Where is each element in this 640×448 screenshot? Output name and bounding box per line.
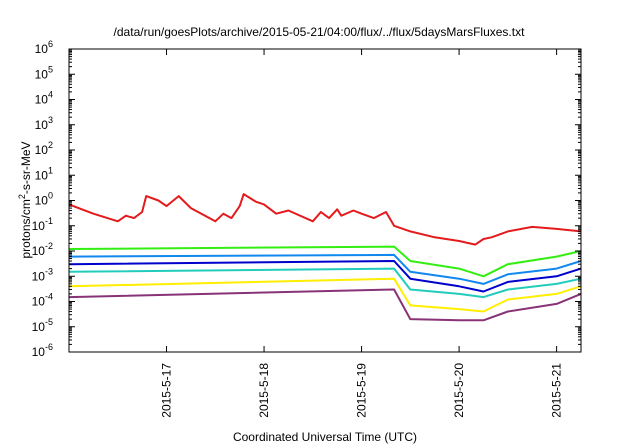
y-tick-base: 10 (32, 295, 46, 309)
y-tick-exp: -6 (45, 342, 53, 352)
y-tick-label: 10-1 (32, 216, 53, 233)
y-tick-base: 10 (35, 194, 49, 208)
series-layer (68, 193, 582, 322)
y-axis-label-sup: 2 (17, 194, 27, 199)
x-tick-label: 2015-5-19 (355, 363, 369, 418)
y-tick-exp: 4 (48, 90, 53, 100)
y-tick-label: 106 (35, 39, 53, 56)
y-tick-label: 102 (35, 140, 53, 157)
y-tick-label: 100 (35, 191, 53, 208)
y-axis-label: protons/cm2-s-sr-MeV (17, 141, 33, 258)
series-line-7 (68, 288, 582, 322)
series-line-6 (68, 277, 582, 313)
y-tick-exp: 2 (48, 140, 53, 150)
y-tick-exp: 1 (48, 165, 53, 175)
x-tick-label: 2015-5-18 (257, 363, 271, 418)
y-tick-label: 103 (35, 115, 53, 132)
y-tick-label: 10-5 (32, 317, 53, 334)
y-tick-base: 10 (35, 143, 49, 157)
x-tick-label: 2015-5-20 (452, 363, 466, 418)
x-tick-label: 2015-5-21 (550, 363, 564, 418)
y-tick-exp: -5 (45, 317, 53, 327)
y-tick-base: 10 (35, 118, 49, 132)
y-tick-base: 10 (32, 345, 46, 359)
y-tick-base: 10 (32, 269, 46, 283)
y-tick-label: 10-4 (32, 292, 53, 309)
y-tick-base: 10 (35, 168, 49, 182)
y-tick-exp: 5 (48, 64, 53, 74)
y-tick-exp: 6 (48, 39, 53, 49)
y-tick-label: 104 (35, 90, 53, 107)
x-axis-label: Coordinated Universal Time (UTC) (233, 430, 417, 444)
chart-title: /data/run/goesPlots/archive/2015-05-21/0… (114, 25, 526, 39)
y-ticks: 10-610-510-410-310-210-11001011021031041… (32, 39, 581, 359)
y-tick-exp: -1 (45, 216, 53, 226)
y-axis-label-prefix: protons/cm (19, 199, 33, 258)
y-tick-base: 10 (35, 42, 49, 56)
y-axis-label-suffix: -s-sr-MeV (19, 141, 33, 194)
y-tick-base: 10 (32, 320, 46, 334)
series-line-4 (68, 260, 582, 293)
y-tick-exp: 3 (48, 115, 53, 125)
series-line-1 (68, 193, 582, 246)
y-tick-exp: -3 (45, 266, 53, 276)
x-ticks: 2015-5-17 2015-5-18 2015-5-19 2015-5-20 2015… (160, 49, 564, 418)
series-line-5 (68, 267, 582, 299)
y-tick-base: 10 (32, 244, 46, 258)
y-tick-label: 105 (35, 64, 53, 81)
y-tick-exp: -4 (45, 292, 53, 302)
x-tick-label: 2015-5-17 (160, 363, 174, 418)
series-line-3 (68, 253, 582, 285)
y-tick-label: 10-2 (32, 241, 53, 258)
y-tick-base: 10 (35, 67, 49, 81)
series-line-2 (68, 245, 582, 278)
y-tick-label: 101 (35, 165, 53, 182)
y-tick-label: 10-6 (32, 342, 53, 359)
y-tick-base: 10 (35, 93, 49, 107)
y-tick-exp: 0 (48, 191, 53, 201)
y-tick-base: 10 (32, 219, 46, 233)
y-tick-exp: -2 (45, 241, 53, 251)
y-tick-label: 10-3 (32, 266, 53, 283)
